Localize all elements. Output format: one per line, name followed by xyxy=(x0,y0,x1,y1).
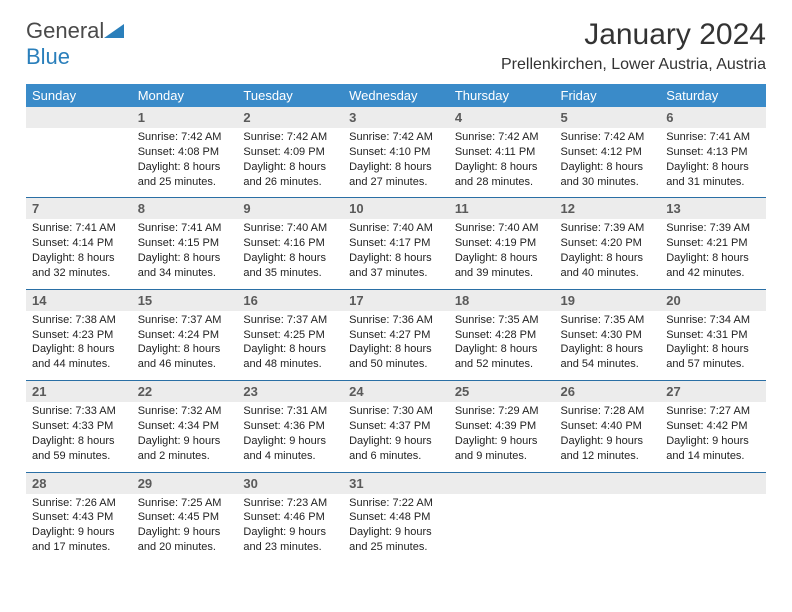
day-detail-row: Sunrise: 7:42 AMSunset: 4:08 PMDaylight:… xyxy=(26,128,766,198)
day-detail-cell: Sunrise: 7:28 AMSunset: 4:40 PMDaylight:… xyxy=(555,402,661,472)
day-number-cell: 29 xyxy=(132,473,238,494)
day-header: Thursday xyxy=(449,84,555,107)
day-detail-cell: Sunrise: 7:40 AMSunset: 4:17 PMDaylight:… xyxy=(343,219,449,289)
day-header: Monday xyxy=(132,84,238,107)
day-number-cell: 27 xyxy=(660,381,766,402)
day-detail-row: Sunrise: 7:33 AMSunset: 4:33 PMDaylight:… xyxy=(26,402,766,472)
day-header: Wednesday xyxy=(343,84,449,107)
day-number-cell: 17 xyxy=(343,290,449,311)
day-number-row: 78910111213 xyxy=(26,198,766,219)
day-detail-cell: Sunrise: 7:42 AMSunset: 4:11 PMDaylight:… xyxy=(449,128,555,198)
brand-logo: GeneralBlue xyxy=(26,18,124,70)
day-number-cell: 22 xyxy=(132,381,238,402)
day-detail-cell: Sunrise: 7:37 AMSunset: 4:25 PMDaylight:… xyxy=(237,311,343,381)
day-detail-cell: Sunrise: 7:27 AMSunset: 4:42 PMDaylight:… xyxy=(660,402,766,472)
day-number-cell: 6 xyxy=(660,107,766,128)
day-number-row: 14151617181920 xyxy=(26,290,766,311)
day-detail-cell: Sunrise: 7:42 AMSunset: 4:12 PMDaylight:… xyxy=(555,128,661,198)
day-detail-cell: Sunrise: 7:42 AMSunset: 4:08 PMDaylight:… xyxy=(132,128,238,198)
day-detail-cell: Sunrise: 7:35 AMSunset: 4:30 PMDaylight:… xyxy=(555,311,661,381)
day-number-cell: 10 xyxy=(343,198,449,219)
day-number-cell: 8 xyxy=(132,198,238,219)
day-detail-cell: Sunrise: 7:38 AMSunset: 4:23 PMDaylight:… xyxy=(26,311,132,381)
day-detail-cell xyxy=(449,494,555,563)
day-detail-cell: Sunrise: 7:42 AMSunset: 4:10 PMDaylight:… xyxy=(343,128,449,198)
day-detail-cell: Sunrise: 7:29 AMSunset: 4:39 PMDaylight:… xyxy=(449,402,555,472)
location-text: Prellenkirchen, Lower Austria, Austria xyxy=(501,56,766,74)
day-number-cell: 11 xyxy=(449,198,555,219)
day-detail-cell: Sunrise: 7:26 AMSunset: 4:43 PMDaylight:… xyxy=(26,494,132,563)
day-number-cell: 2 xyxy=(237,107,343,128)
day-number-cell: 1 xyxy=(132,107,238,128)
day-number-cell: 14 xyxy=(26,290,132,311)
header: GeneralBlue January 2024 Prellenkirchen,… xyxy=(26,18,766,76)
day-number-cell: 24 xyxy=(343,381,449,402)
day-number-cell: 23 xyxy=(237,381,343,402)
day-number-cell: 3 xyxy=(343,107,449,128)
day-detail-cell: Sunrise: 7:22 AMSunset: 4:48 PMDaylight:… xyxy=(343,494,449,563)
day-detail-cell: Sunrise: 7:40 AMSunset: 4:16 PMDaylight:… xyxy=(237,219,343,289)
day-number-cell: 30 xyxy=(237,473,343,494)
day-detail-cell: Sunrise: 7:41 AMSunset: 4:14 PMDaylight:… xyxy=(26,219,132,289)
brand-triangle-icon xyxy=(104,18,124,44)
day-detail-cell: Sunrise: 7:40 AMSunset: 4:19 PMDaylight:… xyxy=(449,219,555,289)
day-header: Saturday xyxy=(660,84,766,107)
brand-text-gray: General xyxy=(26,18,104,43)
day-detail-row: Sunrise: 7:41 AMSunset: 4:14 PMDaylight:… xyxy=(26,219,766,289)
day-detail-cell: Sunrise: 7:31 AMSunset: 4:36 PMDaylight:… xyxy=(237,402,343,472)
day-header: Tuesday xyxy=(237,84,343,107)
day-header-row: SundayMondayTuesdayWednesdayThursdayFrid… xyxy=(26,84,766,107)
day-detail-cell: Sunrise: 7:34 AMSunset: 4:31 PMDaylight:… xyxy=(660,311,766,381)
brand-text-blue: Blue xyxy=(26,44,70,69)
day-number-cell: 31 xyxy=(343,473,449,494)
day-number-cell: 19 xyxy=(555,290,661,311)
day-detail-cell: Sunrise: 7:41 AMSunset: 4:13 PMDaylight:… xyxy=(660,128,766,198)
day-number-cell: 26 xyxy=(555,381,661,402)
day-detail-cell: Sunrise: 7:37 AMSunset: 4:24 PMDaylight:… xyxy=(132,311,238,381)
day-detail-cell xyxy=(660,494,766,563)
day-detail-cell: Sunrise: 7:32 AMSunset: 4:34 PMDaylight:… xyxy=(132,402,238,472)
day-detail-cell: Sunrise: 7:23 AMSunset: 4:46 PMDaylight:… xyxy=(237,494,343,563)
day-number-cell: 25 xyxy=(449,381,555,402)
day-detail-row: Sunrise: 7:26 AMSunset: 4:43 PMDaylight:… xyxy=(26,494,766,563)
day-number-cell xyxy=(555,473,661,494)
calendar-body: 123456Sunrise: 7:42 AMSunset: 4:08 PMDay… xyxy=(26,107,766,563)
day-number-cell: 15 xyxy=(132,290,238,311)
day-number-cell: 13 xyxy=(660,198,766,219)
day-detail-cell xyxy=(555,494,661,563)
day-header: Friday xyxy=(555,84,661,107)
page-title: January 2024 xyxy=(501,18,766,52)
day-number-cell xyxy=(660,473,766,494)
day-number-cell: 18 xyxy=(449,290,555,311)
day-detail-row: Sunrise: 7:38 AMSunset: 4:23 PMDaylight:… xyxy=(26,311,766,381)
day-number-cell: 5 xyxy=(555,107,661,128)
day-detail-cell: Sunrise: 7:41 AMSunset: 4:15 PMDaylight:… xyxy=(132,219,238,289)
title-block: January 2024 Prellenkirchen, Lower Austr… xyxy=(501,18,766,76)
day-detail-cell: Sunrise: 7:39 AMSunset: 4:20 PMDaylight:… xyxy=(555,219,661,289)
day-number-cell: 12 xyxy=(555,198,661,219)
day-number-cell: 28 xyxy=(26,473,132,494)
day-detail-cell: Sunrise: 7:30 AMSunset: 4:37 PMDaylight:… xyxy=(343,402,449,472)
brand-text: GeneralBlue xyxy=(26,18,124,70)
day-number-cell xyxy=(449,473,555,494)
day-number-cell: 20 xyxy=(660,290,766,311)
day-detail-cell: Sunrise: 7:33 AMSunset: 4:33 PMDaylight:… xyxy=(26,402,132,472)
day-detail-cell xyxy=(26,128,132,198)
day-number-cell: 7 xyxy=(26,198,132,219)
day-number-cell: 9 xyxy=(237,198,343,219)
day-detail-cell: Sunrise: 7:42 AMSunset: 4:09 PMDaylight:… xyxy=(237,128,343,198)
day-detail-cell: Sunrise: 7:35 AMSunset: 4:28 PMDaylight:… xyxy=(449,311,555,381)
day-detail-cell: Sunrise: 7:25 AMSunset: 4:45 PMDaylight:… xyxy=(132,494,238,563)
day-number-cell: 16 xyxy=(237,290,343,311)
day-number-cell xyxy=(26,107,132,128)
calendar-table: SundayMondayTuesdayWednesdayThursdayFrid… xyxy=(26,84,766,563)
day-detail-cell: Sunrise: 7:39 AMSunset: 4:21 PMDaylight:… xyxy=(660,219,766,289)
day-number-cell: 21 xyxy=(26,381,132,402)
day-number-cell: 4 xyxy=(449,107,555,128)
day-header: Sunday xyxy=(26,84,132,107)
day-number-row: 21222324252627 xyxy=(26,381,766,402)
day-detail-cell: Sunrise: 7:36 AMSunset: 4:27 PMDaylight:… xyxy=(343,311,449,381)
day-number-row: 123456 xyxy=(26,107,766,128)
day-number-row: 28293031 xyxy=(26,473,766,494)
